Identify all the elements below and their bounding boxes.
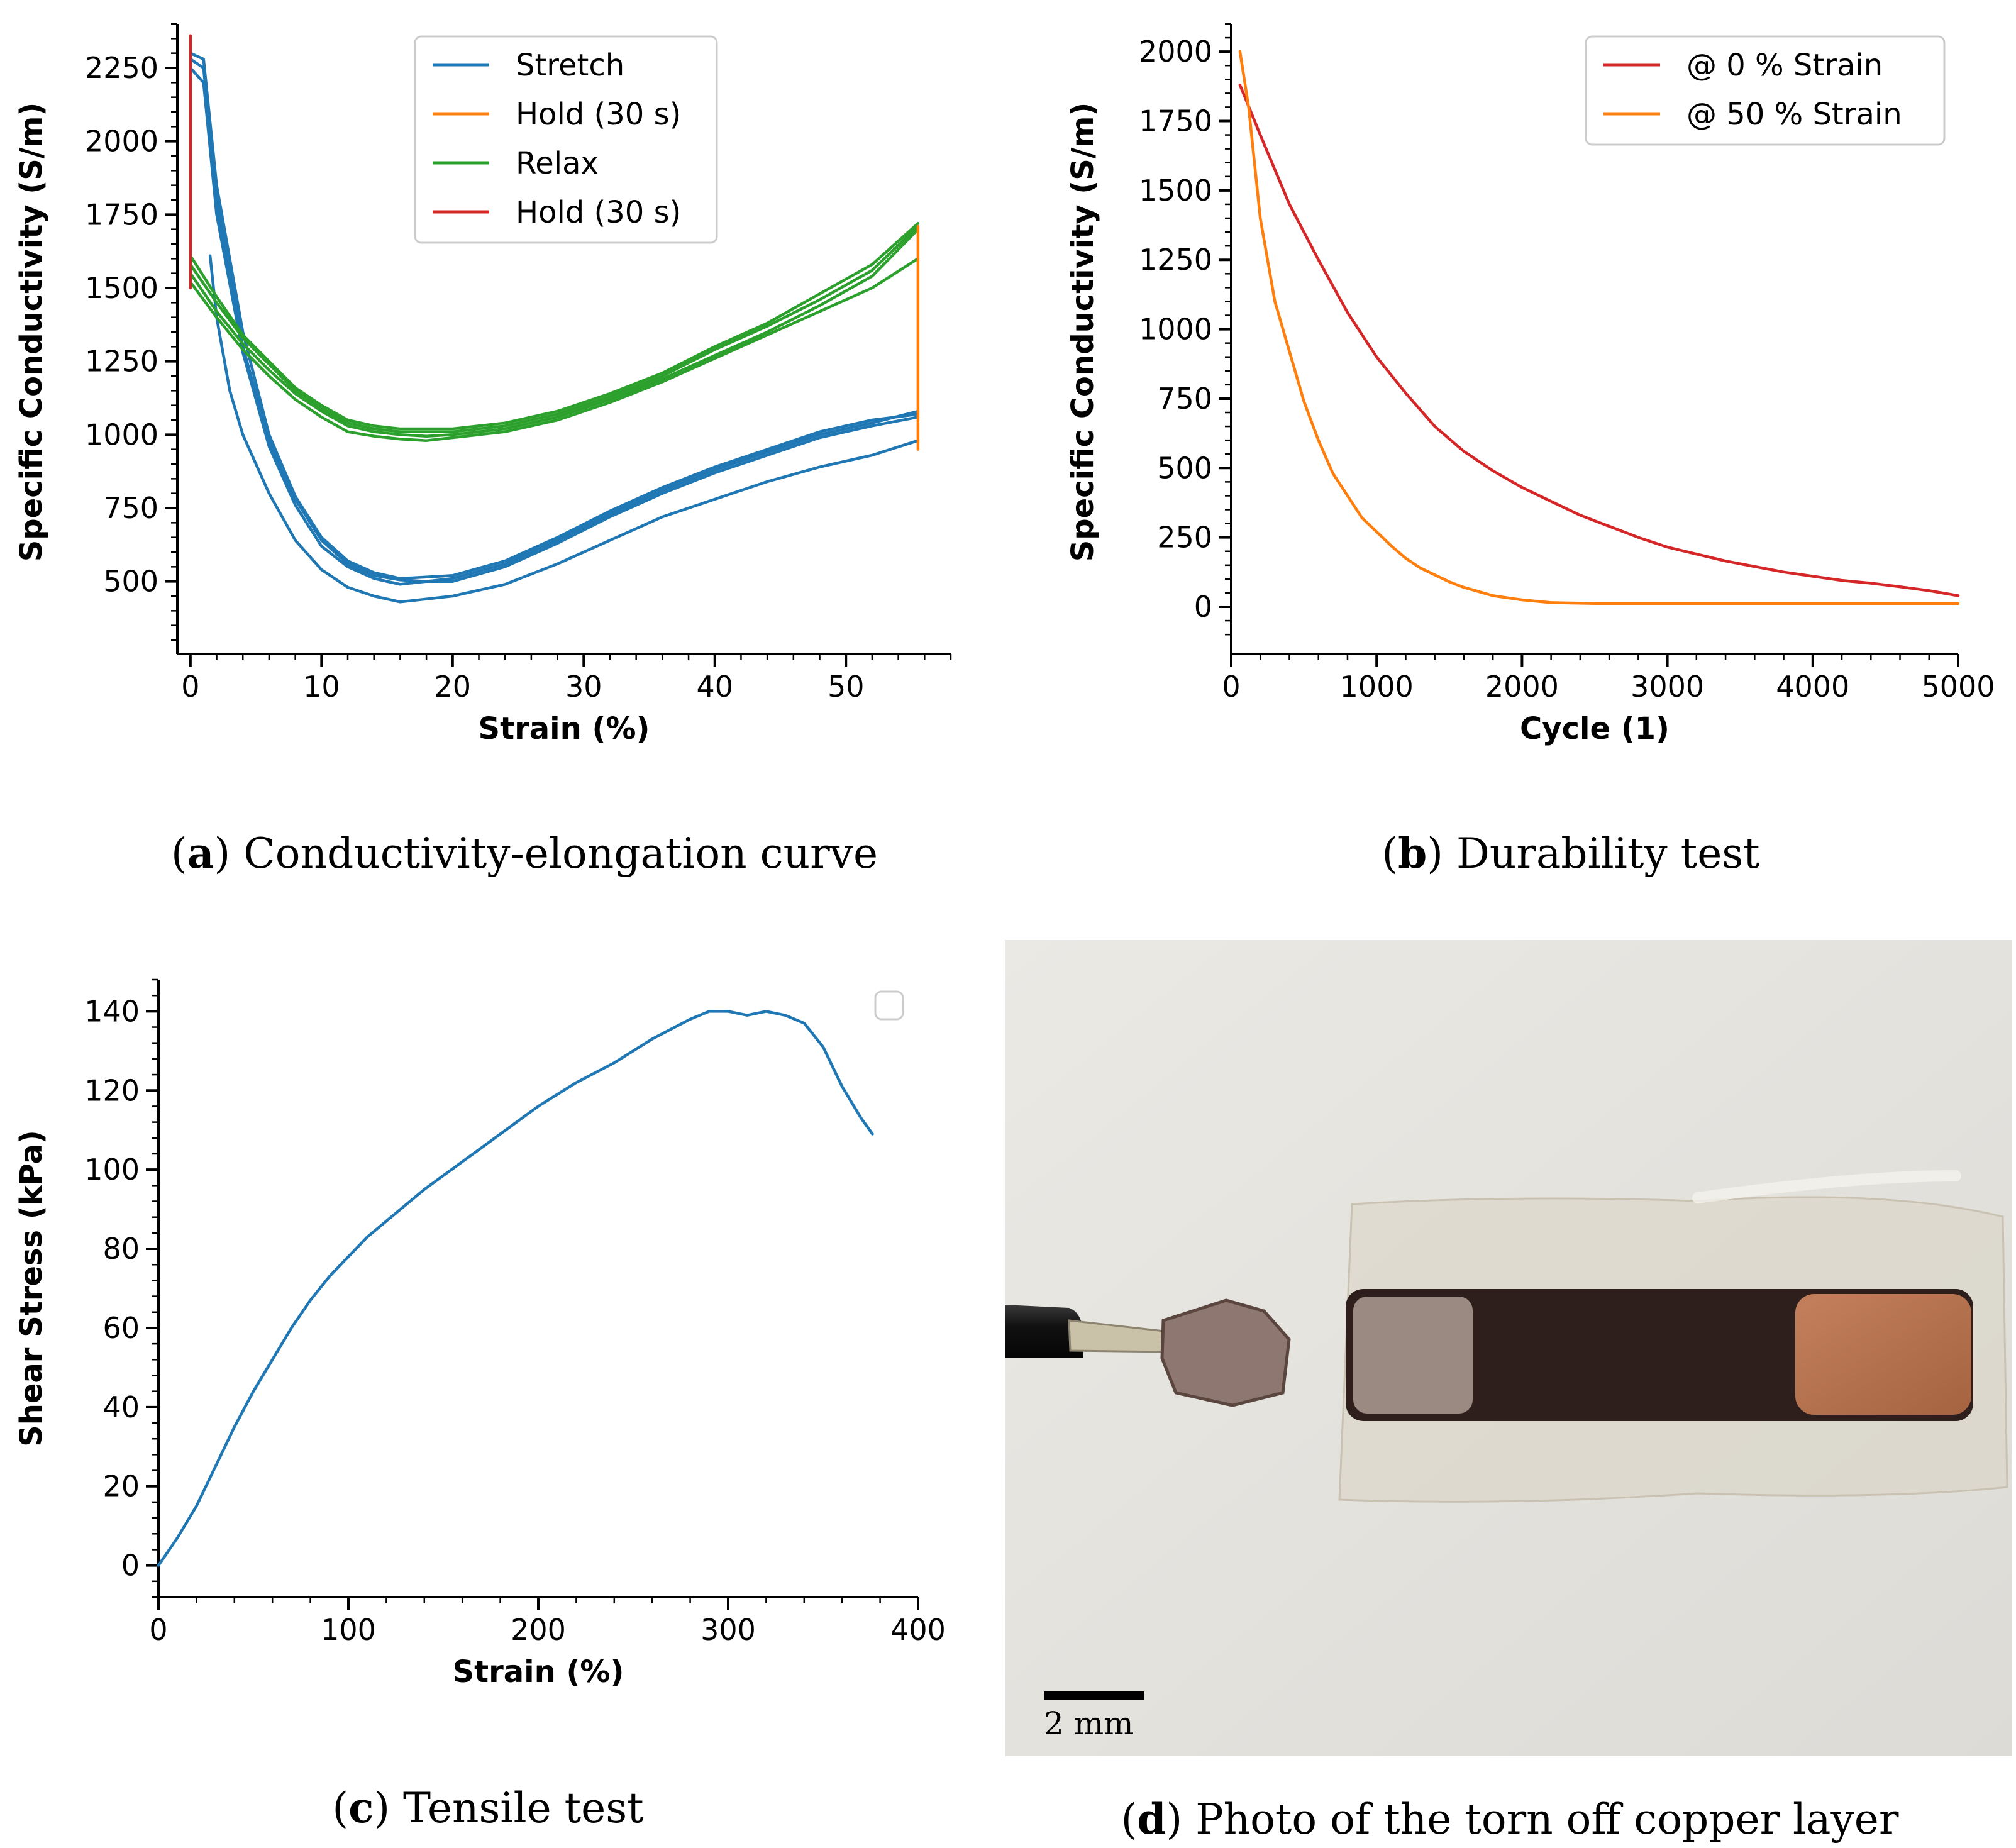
- y-tick-label: 1750: [1139, 104, 1212, 138]
- series-line: [189, 228, 920, 438]
- x-tick-label: 40: [696, 670, 733, 704]
- photo-torn-copper-layer: 2 mm: [1005, 940, 2012, 1756]
- caption-b-letter: b: [1398, 829, 1427, 878]
- y-tick-label: 2000: [85, 124, 158, 158]
- x-tick-label: 20: [435, 670, 472, 704]
- x-tick-label: 0: [1222, 670, 1240, 704]
- y-tick-label: 0: [1194, 590, 1212, 624]
- y-tick-label: 750: [1157, 382, 1212, 416]
- legend-label: Relax: [516, 146, 599, 181]
- legend-box: [874, 990, 904, 1021]
- series-line: [189, 222, 920, 431]
- legend-box: [1585, 35, 1946, 146]
- y-tick-label: 20: [102, 1469, 140, 1503]
- y-tick-label: 1250: [85, 345, 158, 379]
- y-tick-label: 60: [102, 1311, 140, 1345]
- series-line: [1238, 83, 1960, 597]
- y-tick-label: 1500: [85, 271, 158, 305]
- legend-label: Hold (30 s): [516, 195, 681, 230]
- x-tick-label: 5000: [1921, 670, 1995, 704]
- y-tick-label: 1000: [1139, 313, 1212, 346]
- x-tick-label: 400: [890, 1613, 946, 1647]
- legend-box: [414, 35, 718, 244]
- panel-b-chart: 0 1000 2000 3000 4000 5000 0 250 500 750 1000 1250 1…: [1065, 23, 1995, 746]
- y-tick-label: 500: [1157, 451, 1212, 485]
- y-tick-label: 2000: [1139, 35, 1212, 69]
- copper-pad: [1795, 1294, 1971, 1415]
- y-tick-label: 1250: [1139, 243, 1212, 277]
- caption-a-text: Conductivity-elongation curve: [243, 829, 878, 878]
- x-tick-label: 3000: [1631, 670, 1704, 704]
- series-line: [1238, 50, 1960, 605]
- caption-a-letter: a: [187, 829, 214, 878]
- legend-label: @ 50 % Strain: [1686, 97, 1902, 132]
- x-axis-title: Strain (%): [453, 1654, 624, 1690]
- x-tick-label: 30: [565, 670, 602, 704]
- y-tick-label: 140: [84, 994, 140, 1028]
- x-tick-label: 1000: [1340, 670, 1414, 704]
- series-line: [189, 224, 920, 433]
- caption-b-text: Durability test: [1456, 829, 1760, 878]
- y-tick-label: 0: [121, 1549, 140, 1583]
- legend-label: Stretch: [516, 48, 624, 83]
- panel-a-chart: 0 10 20 30 40 50 500 750 1000 1250 1500 1750 2000 225…: [14, 23, 952, 746]
- x-tick-label: 2000: [1485, 670, 1559, 704]
- x-tick-label: 4000: [1776, 670, 1849, 704]
- x-tick-label: 10: [303, 670, 340, 704]
- wire-insulation: [1005, 1305, 1084, 1358]
- y-tick-label: 40: [102, 1390, 140, 1424]
- y-tick-label: 750: [103, 491, 158, 525]
- y-tick-label: 1500: [1139, 174, 1212, 207]
- caption-d-text: Photo of the torn off copper layer: [1195, 1795, 1899, 1844]
- y-tick-label: 1000: [85, 418, 158, 451]
- x-tick-label: 300: [701, 1613, 756, 1647]
- scale-bar-label: 2 mm: [1044, 1705, 1134, 1742]
- x-axis-title: Strain (%): [479, 711, 650, 746]
- x-tick-label: 100: [321, 1613, 376, 1647]
- x-tick-label: 0: [149, 1613, 167, 1647]
- caption-c-letter: c: [348, 1783, 374, 1832]
- series-line: [189, 66, 920, 586]
- panel-c-chart: 0 100 200 300 400 0 20 40 60 80 100 120 140 Strain (%…: [14, 978, 946, 1690]
- y-tick-label: 120: [84, 1073, 140, 1107]
- legend-label: @ 0 % Strain: [1686, 48, 1883, 83]
- y-tick-label: 80: [102, 1232, 140, 1266]
- y-tick-label: 2250: [85, 51, 158, 85]
- x-tick-label: 200: [511, 1613, 566, 1647]
- y-axis-title: Specific Conductivity (S/m): [1065, 102, 1100, 562]
- series-line: [189, 257, 920, 442]
- y-tick-label: 1750: [85, 197, 158, 231]
- caption-c-text: Tensile test: [403, 1784, 644, 1832]
- torn-pad: [1353, 1297, 1473, 1414]
- x-tick-label: 50: [828, 670, 865, 704]
- series-line: [189, 52, 920, 580]
- caption-c: (c) Tensile test: [332, 1783, 643, 1832]
- caption-d-letter: d: [1137, 1795, 1166, 1844]
- y-tick-label: 100: [84, 1153, 140, 1187]
- y-axis-title: Shear Stress (kPa): [14, 1130, 49, 1447]
- scale-bar: [1044, 1691, 1144, 1700]
- y-axis-title: Specific Conductivity (S/m): [14, 102, 49, 562]
- series-line: [208, 254, 920, 604]
- series-line: [157, 1010, 874, 1567]
- caption-d: (d) Photo of the torn off copper layer: [1121, 1795, 1899, 1844]
- caption-b: (b) Durability test: [1382, 829, 1759, 878]
- legend-label: Hold (30 s): [516, 97, 681, 132]
- torn-copper-piece: [1160, 1298, 1291, 1407]
- x-tick-label: 0: [181, 670, 199, 704]
- x-axis-title: Cycle (1): [1520, 711, 1670, 746]
- caption-a: (a) Conductivity-elongation curve: [171, 829, 878, 878]
- y-tick-label: 500: [103, 565, 158, 599]
- y-tick-label: 250: [1157, 521, 1212, 555]
